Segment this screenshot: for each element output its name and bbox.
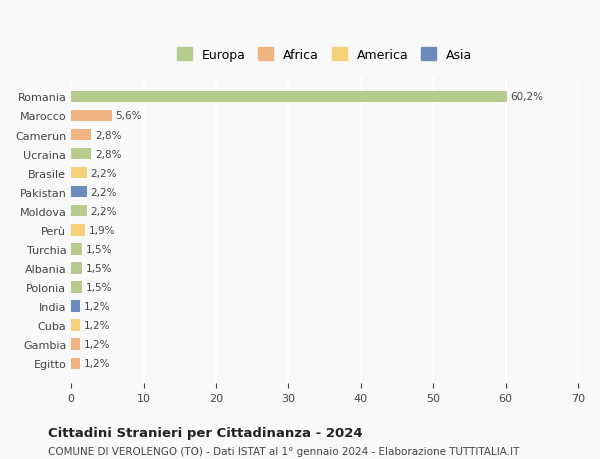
Bar	[71, 206, 87, 217]
Text: COMUNE DI VEROLENGO (TO) - Dati ISTAT al 1° gennaio 2024 - Elaborazione TUTTITAL: COMUNE DI VEROLENGO (TO) - Dati ISTAT al…	[48, 447, 520, 456]
Text: 2,8%: 2,8%	[95, 130, 122, 140]
Text: 1,2%: 1,2%	[83, 340, 110, 349]
Text: 2,8%: 2,8%	[95, 149, 122, 159]
Text: 2,2%: 2,2%	[91, 187, 117, 197]
Bar	[71, 129, 91, 141]
Text: 1,2%: 1,2%	[83, 320, 110, 330]
Bar	[71, 187, 87, 198]
Bar	[71, 168, 87, 179]
Bar	[71, 282, 82, 293]
Bar	[71, 320, 80, 331]
Bar	[71, 244, 82, 255]
Legend: Europa, Africa, America, Asia: Europa, Africa, America, Asia	[173, 44, 476, 65]
Bar	[71, 111, 112, 122]
Text: 2,2%: 2,2%	[91, 207, 117, 216]
Text: 1,5%: 1,5%	[86, 244, 112, 254]
Text: 1,2%: 1,2%	[83, 358, 110, 369]
Bar	[71, 301, 80, 312]
Text: 1,5%: 1,5%	[86, 263, 112, 274]
Bar	[71, 263, 82, 274]
Bar	[71, 358, 80, 369]
Bar	[71, 224, 85, 236]
Bar	[71, 149, 91, 160]
Text: 1,9%: 1,9%	[88, 225, 115, 235]
Text: 2,2%: 2,2%	[91, 168, 117, 178]
Text: 1,2%: 1,2%	[83, 302, 110, 311]
Text: 60,2%: 60,2%	[511, 92, 544, 102]
Text: Cittadini Stranieri per Cittadinanza - 2024: Cittadini Stranieri per Cittadinanza - 2…	[48, 426, 362, 439]
Bar	[71, 339, 80, 350]
Bar	[71, 91, 507, 103]
Text: 1,5%: 1,5%	[86, 282, 112, 292]
Text: 5,6%: 5,6%	[115, 111, 142, 121]
